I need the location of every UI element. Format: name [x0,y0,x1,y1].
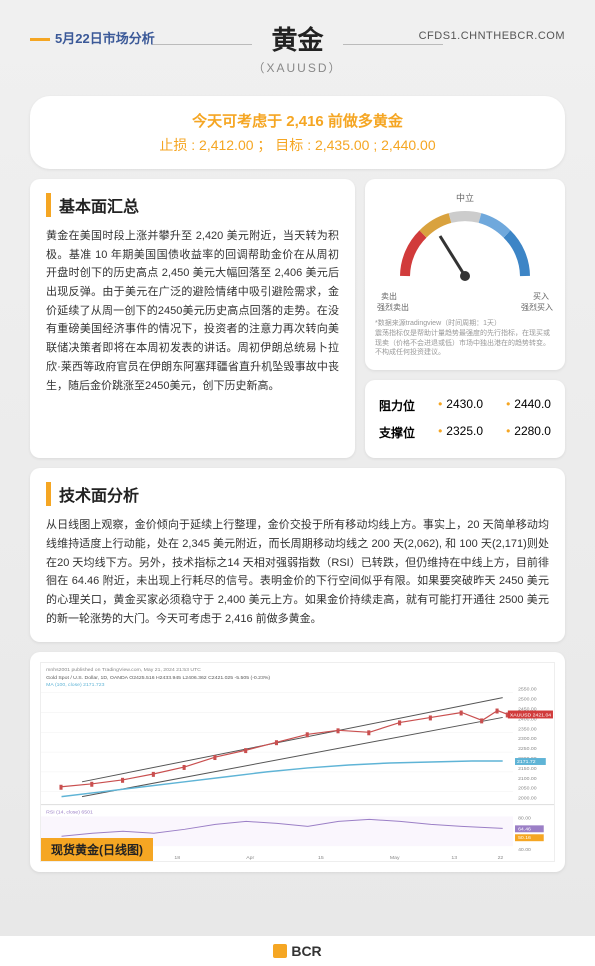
chart-instrument: Gold Spot / U.S. Dollar, 1D, OANDA O2425… [46,675,270,681]
price-chart: mnhs2001 published on TradingView.com, M… [40,662,555,862]
svg-text:2150.00: 2150.00 [518,766,537,772]
gauge-icon [385,206,545,286]
svg-text:XAUUSD 2421.04: XAUUSD 2421.04 [510,713,551,719]
chart-card: mnhs2001 published on TradingView.com, M… [30,652,565,872]
recommendation-entry: 今天可考虑于 2,416 前做多黄金 [50,110,545,131]
logo-icon [273,944,287,958]
levels-card: 阻力位 •2430.0 •2440.0 支撑位 •2325.0 •2280.0 [365,380,565,458]
gauge-strong-buy-label: 强烈买入 [521,302,553,313]
svg-text:RSI (14, close) 6501: RSI (14, close) 6501 [46,810,93,816]
fundamental-title: 基本面汇总 [46,193,339,217]
header: 5月22日市场分析 黄金 （XAUUSD） CFDS1.CHNTHEBCR.CO… [0,0,595,86]
support-2: 2280.0 [514,424,551,438]
svg-text:2000.00: 2000.00 [518,796,537,802]
fundamental-card: 基本面汇总 黄金在美国时段上涨并攀升至 2,420 美元附近，当天转为积极。基准… [30,179,355,458]
technical-body: 从日线图上观察，金价倾向于延续上行整理，金价交投于所有移动均线上方。事实上，20… [46,516,549,628]
gauge-sell-label: 卖出 [381,291,397,302]
svg-text:80.00: 80.00 [518,816,531,822]
technical-title: 技术面分析 [46,482,549,506]
fundamental-body: 黄金在美国时段上涨并攀升至 2,420 美元附近，当天转为积极。基准 10 年期… [46,227,339,395]
svg-text:2350.00: 2350.00 [518,727,537,733]
support-1: 2325.0 [446,424,483,438]
gauge-source-note: *数据来源tradingview（时间周期：1天） [375,319,555,329]
gauge-buy-label: 买入 [533,291,549,302]
brand-logo: BCR [273,943,321,959]
page-title: 黄金 [271,25,323,55]
gauge-center-label: 中立 [375,191,555,204]
svg-text:22: 22 [498,855,504,861]
svg-text:2171.72: 2171.72 [517,759,536,765]
footer: BCR [0,936,595,966]
svg-text:15: 15 [318,855,324,861]
svg-text:2550.00: 2550.00 [518,687,537,693]
svg-text:2500.00: 2500.00 [518,697,537,703]
svg-text:18: 18 [174,855,180,861]
url-label: CFDS1.CHNTHEBCR.COM [419,30,565,42]
svg-text:64.46: 64.46 [518,827,531,833]
svg-text:2050.00: 2050.00 [518,786,537,792]
resistance-1: 2430.0 [446,397,483,411]
technical-card: 技术面分析 从日线图上观察，金价倾向于延续上行整理，金价交投于所有移动均线上方。… [30,468,565,642]
resistance-2: 2440.0 [514,397,551,411]
sentiment-gauge-card: 中立 卖出 买入 强烈卖出 强烈买入 *数据来源tradingview（时间周期… [365,179,565,370]
symbol-subtitle: （XAUUSD） [30,59,565,76]
svg-text:13: 13 [451,855,457,861]
svg-text:Apr: Apr [246,855,254,861]
gauge-strong-sell-label: 强烈卖出 [377,302,409,313]
svg-text:2300.00: 2300.00 [518,737,537,743]
svg-text:2250.00: 2250.00 [518,747,537,753]
gauge-disclaimer: 震荡指标仅是帮助计量趋势最强度的先行指标，在现买或现卖（价格不会进退或低）市场中… [375,329,555,358]
chart-meta: mnhs2001 published on TradingView.com, M… [46,667,201,673]
svg-text:2100.00: 2100.00 [518,776,537,782]
date-label: 5月22日市场分析 [30,28,155,47]
svg-text:40.00: 40.00 [518,847,531,853]
recommendation-box: 今天可考虑于 2,416 前做多黄金 止损 : 2,412.00 ； 目标 : … [30,96,565,169]
chart-title-badge: 现货黄金(日线图) [41,838,153,861]
recommendation-targets: 止损 : 2,412.00 ； 目标 : 2,435.00 ; 2,440.00 [50,135,545,155]
support-label: 支撑位 [379,424,415,441]
brand-name: BCR [291,943,321,959]
chart-ma-label: MA (100, close) 2171.723 [46,682,105,688]
resistance-label: 阻力位 [379,397,415,414]
svg-text:May: May [390,855,400,861]
svg-text:50.16: 50.16 [518,836,531,842]
